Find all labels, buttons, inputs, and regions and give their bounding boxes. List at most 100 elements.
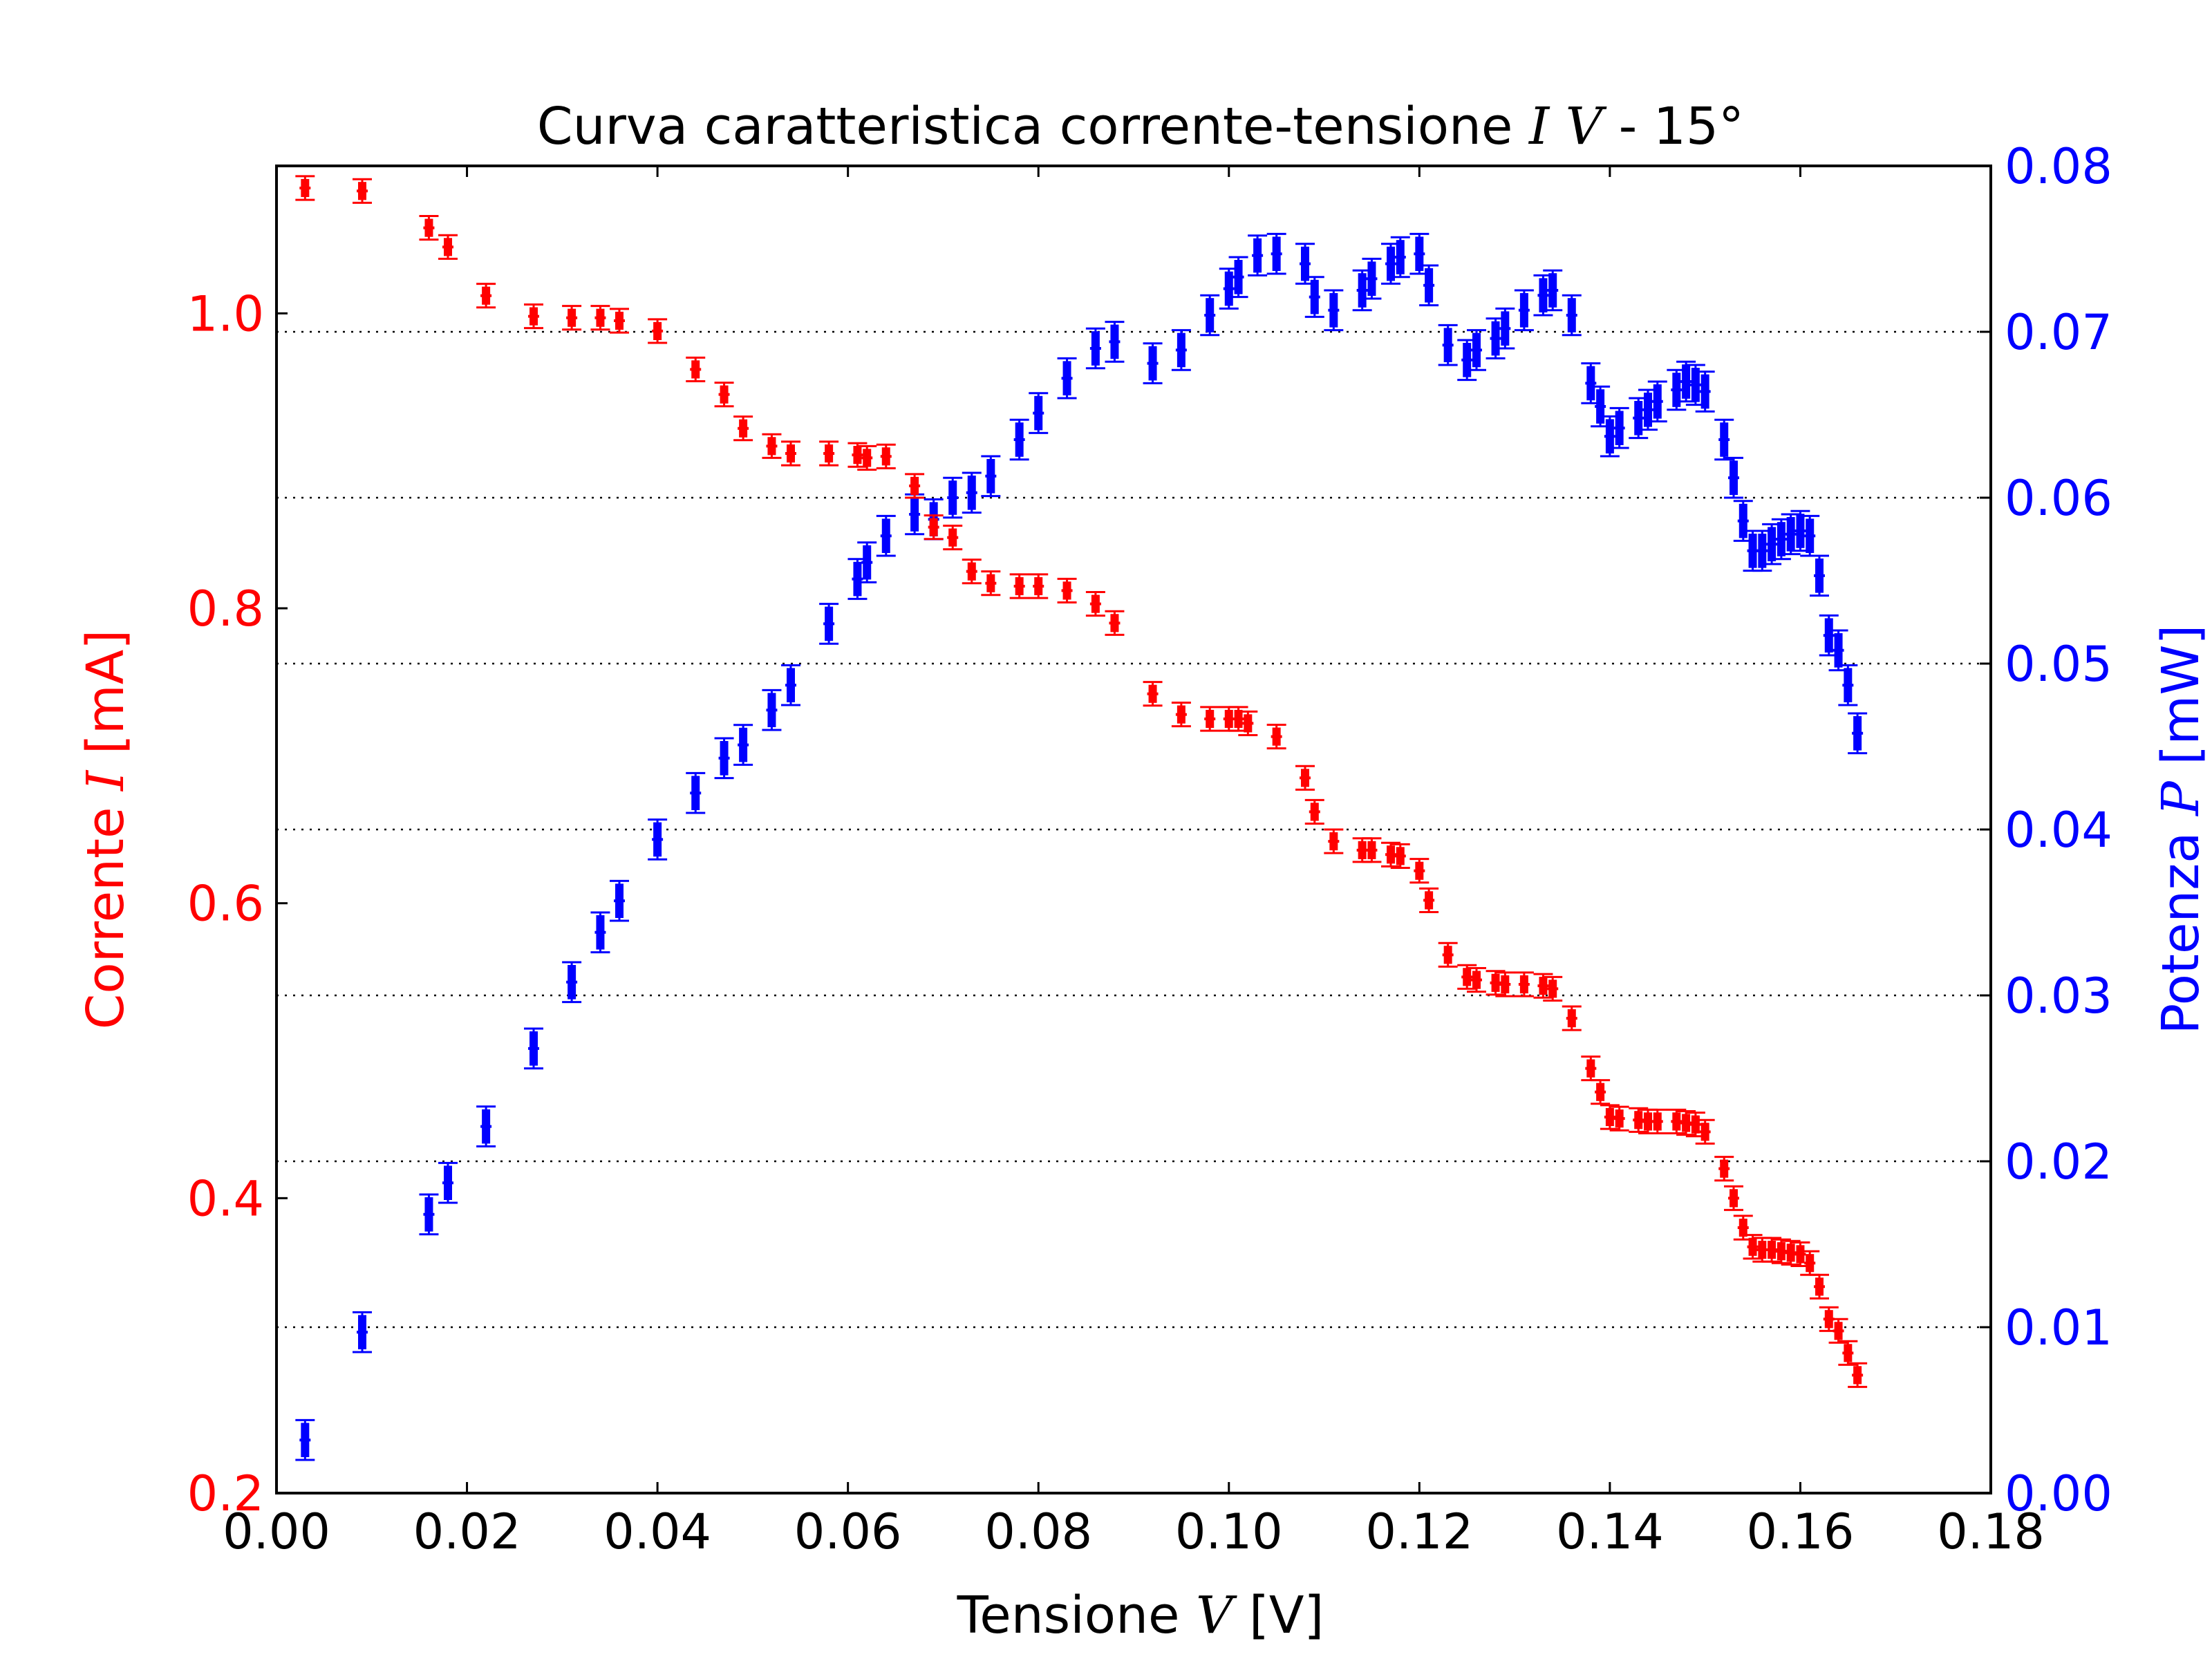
current-point (1838, 1340, 1858, 1366)
power-point (1009, 418, 1029, 461)
x-tick-label: 0.00 (223, 1503, 330, 1560)
power-point (943, 476, 963, 519)
power-series (295, 232, 1868, 1461)
current-point (733, 415, 753, 442)
current-series (295, 175, 1868, 1388)
power-point (1485, 317, 1506, 359)
power-point (1733, 500, 1753, 542)
power-point (1495, 307, 1515, 350)
power-point (1467, 329, 1486, 371)
x-tick-label: 0.12 (1365, 1503, 1473, 1560)
power-point (419, 1193, 439, 1236)
current-point (438, 234, 458, 260)
power-point (1543, 269, 1563, 312)
power-point (590, 911, 610, 954)
current-point (1543, 975, 1563, 1002)
current-point (1324, 828, 1344, 854)
y-right-tick-label: 0.03 (2005, 968, 2112, 1024)
current-point (1362, 837, 1382, 863)
current-point (1029, 573, 1049, 599)
x-tick-label: 0.18 (1937, 1503, 2045, 1560)
x-tick-label: 0.04 (603, 1503, 711, 1560)
current-point (981, 570, 1001, 597)
power-point (438, 1161, 458, 1204)
current-point (905, 473, 925, 499)
current-point (686, 356, 706, 382)
x-tick-label: 0.16 (1747, 1503, 1855, 1560)
current-point (1266, 724, 1286, 750)
power-point (1790, 509, 1810, 552)
y-left-tick-label: 0.2 (187, 1465, 264, 1522)
current-point (1591, 1079, 1611, 1105)
current-point (1771, 1238, 1791, 1264)
current-point (1800, 1250, 1820, 1276)
x-tick-label: 0.10 (1175, 1503, 1283, 1560)
current-point (1724, 1185, 1743, 1211)
current-point (1381, 841, 1400, 868)
current-point (1514, 971, 1534, 997)
power-point (1438, 324, 1458, 366)
current-point (1810, 1273, 1829, 1300)
power-point (648, 818, 668, 861)
current-point (1714, 1156, 1734, 1182)
power-point (905, 493, 925, 536)
current-point (1438, 941, 1458, 968)
x-tick-label: 0.06 (794, 1503, 902, 1560)
power-point (981, 455, 1001, 498)
current-point (1143, 681, 1163, 707)
y-left-tick-label: 0.4 (187, 1170, 264, 1227)
power-point (1828, 629, 1848, 672)
power-point (1819, 614, 1839, 657)
current-point (1790, 1241, 1810, 1267)
power-point (1085, 327, 1105, 370)
current-point (762, 433, 782, 459)
current-point (1676, 1109, 1696, 1136)
current-point (1228, 706, 1248, 732)
power-point (857, 541, 877, 583)
power-point (714, 737, 734, 780)
current-point (924, 514, 944, 541)
power-point (1609, 406, 1629, 449)
current-point (1467, 967, 1486, 993)
y-right-tick-label: 0.08 (2005, 138, 2112, 195)
y-right-tick-label: 0.05 (2005, 636, 2112, 693)
power-point (819, 603, 839, 645)
power-point (295, 1418, 315, 1461)
y-left-tick-label: 0.6 (187, 876, 264, 932)
current-point (1781, 1239, 1801, 1266)
power-point (1171, 329, 1191, 371)
power-point (1810, 554, 1829, 597)
power-point (1762, 523, 1782, 565)
power-point (1200, 294, 1220, 337)
power-point (1266, 232, 1286, 275)
power-point (1695, 371, 1715, 413)
current-point (1295, 765, 1315, 791)
power-point (1362, 257, 1382, 300)
power-point (1029, 392, 1049, 434)
power-point (1248, 234, 1268, 276)
power-point (1457, 339, 1477, 382)
power-point (1562, 294, 1582, 337)
current-point (1685, 1112, 1705, 1138)
power-point (762, 688, 782, 731)
current-point (1629, 1107, 1649, 1133)
grid-lines (276, 330, 1991, 1329)
power-point (1105, 321, 1125, 363)
current-point (1667, 1108, 1687, 1134)
power-point (476, 1105, 496, 1147)
power-point (1848, 712, 1868, 755)
y-right-tick-label: 0.06 (2005, 470, 2112, 527)
current-point (1409, 858, 1430, 884)
current-point (648, 318, 668, 344)
chart-title: Curva caratteristica corrente-tensione I… (537, 97, 1744, 156)
power-point (1324, 289, 1344, 332)
current-point (1647, 1108, 1667, 1134)
current-point (1828, 1318, 1848, 1344)
power-point (781, 664, 800, 706)
current-point (1085, 591, 1105, 617)
y-left-tick-label: 1.0 (187, 285, 264, 342)
current-point (562, 305, 582, 331)
power-point (1800, 514, 1820, 557)
x-tick-label: 0.08 (984, 1503, 1092, 1560)
